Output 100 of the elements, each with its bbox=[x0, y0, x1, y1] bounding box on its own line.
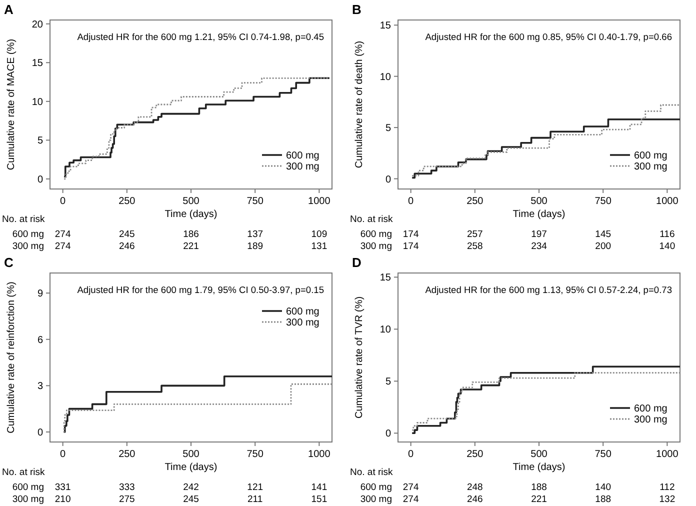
y-tick-label: 0 bbox=[37, 427, 44, 438]
text: 145 bbox=[595, 229, 612, 240]
text: 140 bbox=[595, 482, 612, 493]
y-tick-label: 6 bbox=[37, 334, 44, 346]
legend-label: 300 mg bbox=[286, 318, 320, 328]
x-tick-label: 500 bbox=[530, 449, 548, 460]
x-tick-label: 750 bbox=[594, 196, 612, 207]
y-axis-title: Cumulative rate of TVR (%) bbox=[354, 296, 365, 419]
text: 275 bbox=[118, 494, 135, 505]
y-axis-title: Cumulative rate of death (%) bbox=[354, 40, 365, 168]
text: 210 bbox=[54, 494, 71, 505]
y-tick-label: 15 bbox=[380, 20, 392, 32]
annotation: Adjusted HR for the 600 mg 0.85, 95% CI 0.40-1.79, p=0.66 bbox=[425, 32, 672, 42]
x-axis-title: Time (days) bbox=[512, 209, 566, 220]
y-tick-label: 10 bbox=[32, 96, 44, 108]
text: 186 bbox=[183, 229, 199, 240]
x-tick-label: 750 bbox=[594, 449, 612, 460]
y-tick-label: 10 bbox=[380, 72, 392, 83]
x-axis-title: Time (days) bbox=[164, 209, 218, 220]
text: 132 bbox=[659, 494, 676, 505]
y-tick-label: 0 bbox=[385, 174, 392, 186]
x-tick-label: 750 bbox=[246, 196, 264, 207]
text: 600 mg bbox=[12, 482, 44, 493]
legend-label: 600 mg bbox=[286, 150, 320, 162]
legend-label: 300 mg bbox=[286, 162, 320, 172]
y-tick-label: 15 bbox=[380, 272, 392, 284]
y-tick-label: 0 bbox=[385, 428, 392, 440]
text: 221 bbox=[531, 494, 547, 505]
text: No. at risk bbox=[350, 214, 394, 225]
text: 300 mg bbox=[360, 241, 392, 252]
text: 197 bbox=[531, 229, 547, 240]
x-tick-label: 0 bbox=[408, 449, 414, 460]
x-tick-label: 250 bbox=[118, 196, 136, 207]
legend-label: 600 mg bbox=[634, 404, 668, 414]
text: 300 mg bbox=[12, 241, 44, 252]
x-tick-label: 1000 bbox=[656, 196, 679, 207]
text: 600 mg bbox=[360, 482, 392, 493]
text: 189 bbox=[247, 241, 264, 252]
x-tick-label: 1000 bbox=[656, 449, 679, 460]
x-tick-label: 500 bbox=[182, 449, 200, 460]
y-axis-title: Cumulative rate of MACE (%) bbox=[6, 38, 17, 170]
text: No. at risk bbox=[2, 467, 46, 478]
text: 141 bbox=[311, 482, 328, 493]
text: 109 bbox=[311, 229, 328, 240]
annotation: Adjusted HR for the 600 mg 1.21, 95% CI 0.74-1.98, p=0.45 bbox=[77, 32, 324, 42]
y-tick-label: 5 bbox=[37, 136, 44, 147]
text: 200 bbox=[595, 241, 612, 252]
text: 188 bbox=[595, 494, 612, 505]
chart-title: D bbox=[352, 255, 362, 270]
text: 246 bbox=[118, 241, 135, 252]
x-tick-label: 750 bbox=[246, 449, 264, 460]
text: 274 bbox=[54, 241, 71, 252]
text: 174 bbox=[402, 229, 419, 240]
y-tick-label: 15 bbox=[32, 58, 44, 70]
legend-label: 600 mg bbox=[634, 150, 668, 162]
x-tick-label: 1000 bbox=[308, 196, 331, 207]
x-tick-label: 250 bbox=[466, 196, 484, 207]
y-tick-label: 9 bbox=[37, 288, 44, 300]
text: 300 mg bbox=[12, 494, 44, 505]
y-tick-label: 3 bbox=[37, 381, 44, 392]
chart-title: C bbox=[4, 255, 14, 270]
x-tick-label: 500 bbox=[530, 196, 548, 207]
text: 116 bbox=[660, 229, 675, 240]
y-tick-label: 0 bbox=[37, 174, 44, 186]
text: 242 bbox=[183, 482, 199, 493]
text: No. at risk bbox=[2, 214, 46, 225]
x-tick-label: 250 bbox=[466, 449, 484, 460]
annotation: Adjusted HR for the 600 mg 1.79, 95% CI 0.50-3.97, p=0.15 bbox=[77, 285, 324, 295]
text: 331 bbox=[54, 482, 71, 493]
text: 174 bbox=[402, 241, 419, 252]
text: 151 bbox=[311, 494, 328, 505]
text: 140 bbox=[659, 241, 676, 252]
text: 112 bbox=[660, 482, 675, 493]
text: 221 bbox=[183, 241, 199, 252]
y-tick-label: 5 bbox=[385, 123, 392, 134]
text: 274 bbox=[402, 482, 419, 493]
legend-label: 300 mg bbox=[634, 414, 668, 426]
x-tick-label: 250 bbox=[118, 449, 136, 460]
text: 333 bbox=[118, 482, 135, 493]
text: 274 bbox=[402, 494, 419, 505]
x-axis-title: Time (days) bbox=[164, 462, 218, 473]
text: 248 bbox=[466, 482, 483, 493]
text: 137 bbox=[247, 229, 264, 240]
y-axis-title: Cumulative rate of reinforction (%) bbox=[6, 282, 17, 434]
text: 300 mg bbox=[360, 494, 392, 505]
text: 131 bbox=[311, 241, 328, 252]
x-axis-title: Time (days) bbox=[512, 462, 566, 473]
y-tick-label: 5 bbox=[385, 376, 392, 388]
text: 245 bbox=[118, 229, 135, 240]
text: 121 bbox=[247, 482, 264, 493]
text: 188 bbox=[531, 482, 547, 493]
chart-title: A bbox=[4, 2, 14, 17]
x-tick-label: 0 bbox=[408, 196, 414, 207]
text: 246 bbox=[466, 494, 483, 505]
text: 600 mg bbox=[12, 229, 44, 240]
y-tick-label: 20 bbox=[32, 19, 44, 30]
x-tick-label: 500 bbox=[182, 196, 200, 207]
text: 274 bbox=[54, 229, 71, 240]
chart-title: B bbox=[352, 2, 362, 17]
text: 211 bbox=[248, 494, 263, 505]
